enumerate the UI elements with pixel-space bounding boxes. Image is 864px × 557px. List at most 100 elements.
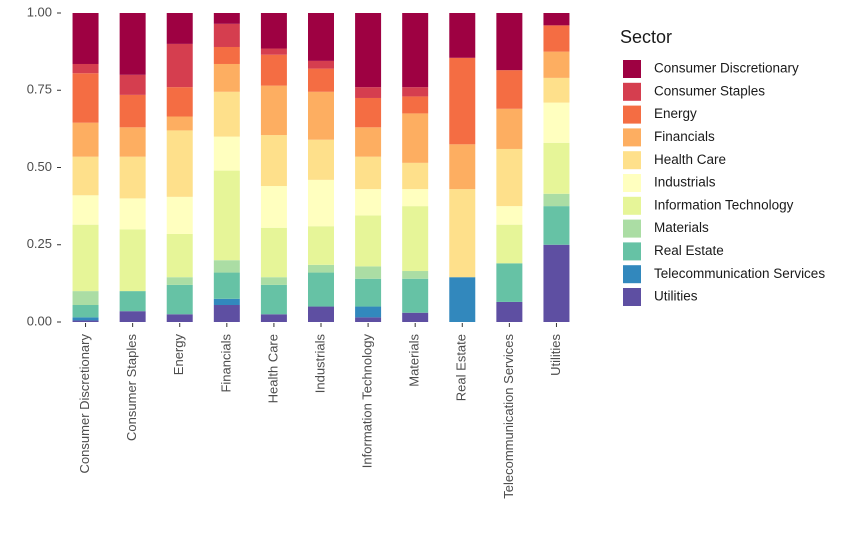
y-tick-label: 0.25 [27, 236, 52, 251]
bar-segment [449, 189, 476, 278]
legend-label: Consumer Staples [654, 83, 765, 98]
legend-key [623, 196, 641, 215]
y-tick-label: 0.00 [27, 313, 52, 328]
bar-segment [119, 127, 146, 157]
bar-segment [166, 87, 193, 117]
bar-segment [308, 226, 334, 265]
bar-segment [402, 162, 429, 190]
bar-segment [449, 277, 476, 322]
legend-label: Information Technology [654, 197, 794, 212]
bar-segment [402, 113, 429, 163]
legend-label: Energy [654, 106, 697, 121]
legend-key [623, 219, 641, 238]
bar-segment [496, 148, 523, 207]
x-tick-label: Consumer Staples [124, 334, 139, 441]
bar-segment [166, 13, 193, 44]
legend-key [623, 265, 641, 284]
bar-segment [260, 54, 287, 86]
bar-segment [496, 263, 523, 302]
bar-segment [402, 312, 429, 322]
bar-segment [213, 23, 240, 47]
x-tick-label: Real Estate [454, 334, 469, 401]
bar-segment [543, 142, 570, 194]
bar-segment [355, 215, 382, 267]
bar-segment [449, 144, 476, 190]
bar-segment [402, 189, 429, 207]
bar-segment [543, 77, 570, 103]
bar-segment [402, 96, 429, 114]
legend-label: Financials [654, 129, 715, 144]
bar-segment [213, 305, 240, 322]
bar-segment [543, 193, 570, 207]
bar-segment [213, 91, 240, 137]
bar-segment [119, 229, 146, 292]
bar-segment [355, 189, 382, 216]
bar-segment [213, 13, 240, 24]
bar-segment [308, 306, 334, 322]
bar-segment [543, 102, 570, 143]
bar-segment [72, 73, 99, 123]
bar-segment [260, 227, 287, 278]
legend-label: Industrials [654, 175, 716, 190]
bar-segment [213, 136, 240, 171]
bar-segment [260, 48, 287, 55]
bar-segment [308, 91, 334, 140]
bar-segment [72, 320, 99, 322]
legend-label: Utilities [654, 289, 698, 304]
x-tick-label: Materials [407, 334, 422, 387]
bar-segment [543, 13, 570, 26]
legend-key [623, 288, 641, 306]
x-tick-label: Energy [171, 334, 186, 376]
bar-segment [496, 206, 523, 225]
bar-segment [308, 179, 334, 227]
bar-segment [402, 271, 429, 279]
bar-segment [402, 13, 429, 88]
bar-segment [260, 135, 287, 187]
y-tick-label: 0.50 [27, 159, 52, 174]
bar-segment [496, 108, 523, 149]
legend-label: Health Care [654, 152, 726, 167]
bar-segment [72, 13, 99, 64]
legend-key [623, 242, 641, 261]
bar-segment [119, 311, 146, 322]
y-tick-label: 1.00 [27, 4, 52, 19]
legend-key [623, 105, 641, 124]
bar-segment [496, 70, 523, 109]
bar-segment [166, 43, 193, 88]
bar-segment [308, 60, 334, 69]
bar-segment [72, 224, 99, 292]
bar-segment [166, 277, 193, 285]
bar-segment [119, 13, 146, 75]
x-tick-label: Industrials [312, 334, 327, 394]
bar-segment [260, 186, 287, 228]
bar-segment [260, 284, 287, 315]
bar-segment [72, 291, 99, 306]
bar-segment [308, 68, 334, 92]
bar-segment [355, 317, 382, 322]
legend-label: Materials [654, 220, 709, 235]
bar-segment [166, 284, 193, 315]
bar-segment [355, 266, 382, 279]
bar-segment [496, 301, 523, 322]
bar-segment [260, 277, 287, 285]
bar-segment [72, 195, 99, 225]
bar-segment [166, 116, 193, 131]
y-tick-label: 0.75 [27, 82, 52, 97]
bar-segment [119, 94, 146, 128]
bar-segment [260, 13, 287, 49]
bar-segment [166, 196, 193, 234]
bar-segment [166, 314, 193, 322]
bar-segment [355, 156, 382, 190]
bar-segment [308, 264, 334, 273]
bar-segment [72, 63, 99, 74]
legend-label: Telecommunication Services [654, 266, 825, 281]
bar-segment [119, 198, 146, 230]
bar-segment [119, 291, 146, 312]
bar-segment [449, 13, 476, 58]
x-tick-label: Telecommunication Services [501, 334, 516, 499]
bar-segment [402, 206, 429, 272]
bar-segment [308, 13, 334, 61]
x-tick-label: Information Technology [360, 334, 375, 469]
bar-segment [213, 260, 240, 273]
